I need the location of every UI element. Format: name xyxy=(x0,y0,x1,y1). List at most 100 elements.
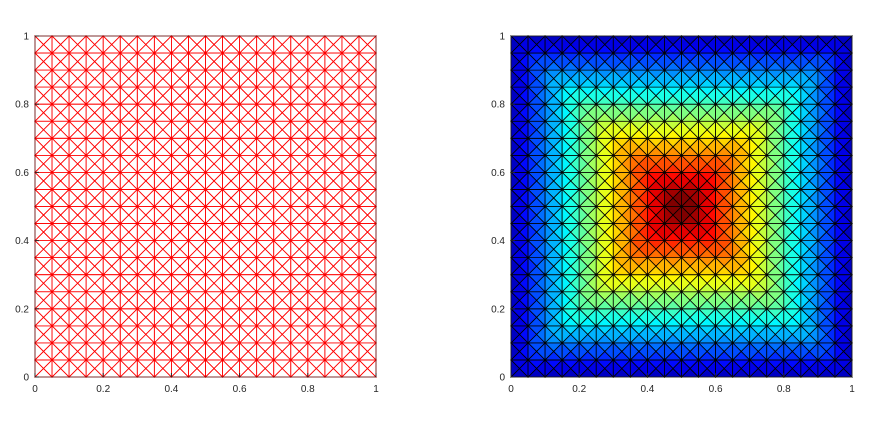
mesh-triangle xyxy=(188,69,198,89)
mesh-triangle xyxy=(544,188,555,208)
mesh-triangle xyxy=(119,146,139,156)
mesh-triangle xyxy=(230,324,241,344)
mesh-triangle xyxy=(153,171,173,182)
mesh-triangle xyxy=(527,324,538,344)
x-tick-label: 0 xyxy=(32,384,38,395)
mesh-triangle xyxy=(629,273,640,293)
mesh-triangle xyxy=(51,120,71,131)
mesh-triangle xyxy=(128,273,138,293)
mesh-triangle xyxy=(153,103,173,114)
mesh-triangle xyxy=(119,69,139,80)
mesh-triangle xyxy=(196,69,206,89)
mesh-triangle xyxy=(51,163,71,173)
mesh-triangle xyxy=(561,137,572,157)
mesh-triangle xyxy=(77,52,87,72)
mesh-triangle xyxy=(204,359,224,370)
mesh-triangle xyxy=(94,341,104,361)
mesh-triangle xyxy=(68,103,88,114)
mesh-triangle xyxy=(94,222,104,242)
mesh-triangle xyxy=(170,205,181,225)
mesh-triangle xyxy=(136,299,156,310)
mesh-triangle xyxy=(341,86,351,106)
mesh-triangle xyxy=(136,324,147,344)
mesh-triangle xyxy=(306,35,326,46)
mesh-triangle xyxy=(800,324,810,344)
mesh-triangle xyxy=(800,52,810,72)
mesh-triangle xyxy=(221,146,241,156)
mesh-triangle xyxy=(341,120,351,140)
mesh-triangle xyxy=(272,333,292,344)
mesh-triangle xyxy=(349,222,360,242)
mesh-triangle xyxy=(298,324,309,344)
mesh-triangle xyxy=(340,206,360,216)
mesh-triangle xyxy=(783,222,793,242)
mesh-triangle xyxy=(68,137,88,148)
mesh-triangle xyxy=(324,307,334,327)
mesh-triangle xyxy=(85,137,105,148)
mesh-triangle xyxy=(239,188,249,208)
mesh-triangle xyxy=(281,188,292,208)
mesh-triangle xyxy=(170,248,190,259)
mesh-triangle xyxy=(340,367,360,378)
mesh-triangle xyxy=(834,307,845,327)
mesh-triangle xyxy=(273,52,283,72)
mesh-triangle xyxy=(272,240,292,250)
mesh-triangle xyxy=(51,358,62,378)
mesh-triangle xyxy=(51,333,71,344)
mesh-triangle xyxy=(578,188,589,208)
mesh-triangle xyxy=(187,86,207,97)
mesh-triangle xyxy=(222,256,232,276)
mesh-triangle xyxy=(281,205,292,225)
mesh-triangle xyxy=(128,358,138,378)
mesh-triangle xyxy=(34,61,54,71)
mesh-triangle xyxy=(357,316,377,327)
mesh-triangle xyxy=(749,256,759,276)
mesh-triangle xyxy=(766,205,776,225)
mesh-triangle xyxy=(187,52,207,63)
mesh-triangle xyxy=(664,290,674,310)
mesh-triangle xyxy=(732,35,742,55)
mesh-triangle xyxy=(272,180,292,190)
mesh-triangle xyxy=(629,222,640,242)
mesh-triangle xyxy=(349,86,360,106)
mesh-triangle xyxy=(349,324,360,344)
mesh-triangle xyxy=(94,120,104,140)
x-tick-label: 0.4 xyxy=(164,384,178,395)
mesh-triangle xyxy=(306,146,326,156)
mesh-triangle xyxy=(281,171,292,191)
mesh-triangle xyxy=(749,103,759,123)
mesh-triangle xyxy=(715,154,725,174)
mesh-triangle xyxy=(715,103,725,123)
mesh-triangle xyxy=(204,231,224,242)
mesh-triangle xyxy=(205,137,215,157)
mesh-triangle xyxy=(68,205,79,225)
mesh-triangle xyxy=(51,239,62,259)
mesh-triangle xyxy=(153,325,173,335)
x-tick-label: 1 xyxy=(373,384,379,395)
mesh-triangle xyxy=(136,103,147,123)
mesh-triangle xyxy=(307,324,317,344)
mesh-triangle xyxy=(102,189,122,199)
mesh-triangle xyxy=(595,256,606,276)
mesh-triangle xyxy=(162,188,172,208)
mesh-triangle xyxy=(179,154,189,174)
mesh-triangle xyxy=(247,35,258,55)
mesh-triangle xyxy=(289,308,309,318)
mesh-triangle xyxy=(170,257,190,267)
mesh-triangle xyxy=(187,282,207,293)
mesh-triangle xyxy=(357,282,377,293)
mesh-triangle xyxy=(153,95,173,105)
mesh-triangle xyxy=(366,256,377,276)
mesh-triangle xyxy=(664,205,674,225)
heatmap-plot: 0 0.2 0.4 0.6 0.8 100.20.40.60.81 xyxy=(491,32,855,396)
mesh-triangle xyxy=(153,248,173,259)
mesh-triangle xyxy=(222,273,232,293)
mesh-triangle xyxy=(230,222,241,242)
mesh-triangle xyxy=(357,240,377,250)
mesh-triangle xyxy=(128,324,138,344)
mesh-triangle xyxy=(42,35,53,55)
mesh-triangle xyxy=(204,86,224,97)
mesh-triangle xyxy=(196,205,206,225)
mesh-triangle xyxy=(272,308,292,318)
mesh-triangle xyxy=(188,171,198,191)
